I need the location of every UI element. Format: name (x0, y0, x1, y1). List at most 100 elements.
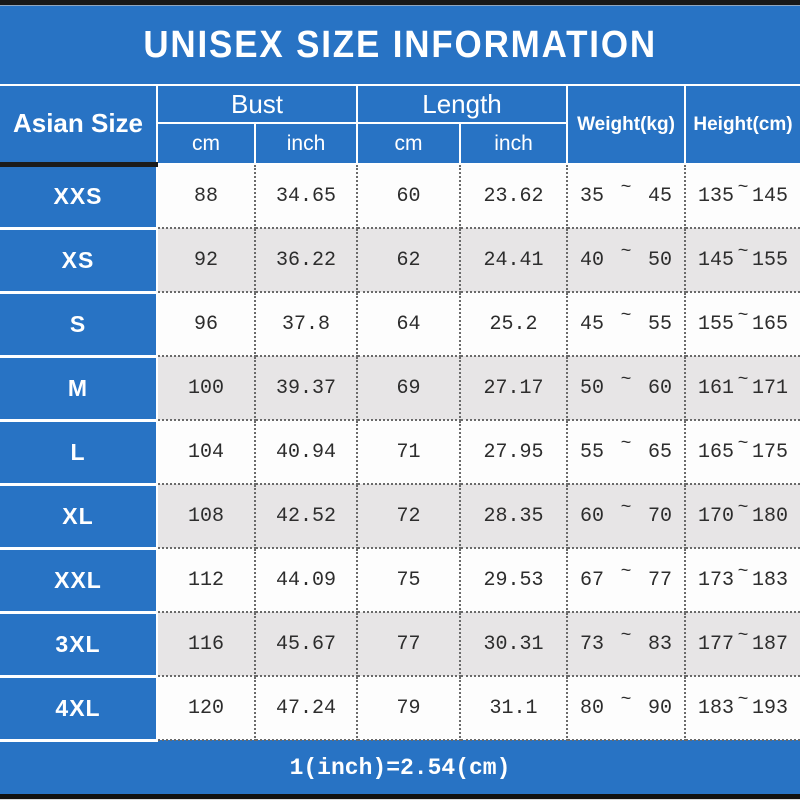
height-min: 170 (698, 504, 735, 528)
size-label-cell: XXL (0, 546, 158, 614)
size-label-cell: S (0, 290, 158, 358)
height-min: 177 (698, 632, 735, 656)
subheader-bust-inch: inch (254, 122, 358, 165)
page-title: UNISEX SIZE INFORMATION (143, 23, 657, 66)
weight-range-cell: 80 ~ 90 (567, 676, 686, 741)
weight-range: 40 ~ 50 (568, 242, 684, 272)
table-row: L 104 40.94 71 27.95 55 ~ 65 165 ~ 175 (0, 418, 800, 486)
weight-min: 35 (580, 184, 605, 208)
weight-range-cell: 40 ~ 50 (567, 228, 686, 293)
weight-range-cell: 73 ~ 83 (567, 612, 686, 677)
weight-min: 67 (580, 568, 605, 592)
size-label-cell: L (0, 418, 158, 486)
subheader-length-inch: inch (459, 122, 568, 165)
weight-max: 45 (647, 184, 672, 208)
header-group-row: Asian Size Bust Length Weight(kg) Height… (0, 84, 800, 167)
size-label-cell: 3XL (0, 610, 158, 678)
height-min: 173 (698, 568, 735, 592)
weight-max: 65 (647, 440, 672, 464)
weight-min: 55 (580, 440, 605, 464)
length-inch-cell: 29.53 (460, 548, 568, 613)
length-cm-cell: 71 (357, 420, 461, 485)
table-row: 4XL 120 47.24 79 31.1 80 ~ 90 183 ~ 193 (0, 674, 800, 742)
bust-inch-cell: 37.8 (255, 292, 358, 357)
height-range-cell: 161 ~ 171 (685, 356, 800, 421)
height-min: 183 (698, 696, 735, 720)
weight-max: 55 (647, 312, 672, 336)
bust-cm-cell: 120 (157, 676, 256, 741)
table-row: S 96 37.8 64 25.2 45 ~ 55 155 ~ 165 (0, 290, 800, 358)
weight-max: 83 (647, 632, 672, 656)
height-max: 175 (751, 440, 788, 464)
weight-max: 90 (647, 696, 672, 720)
tilde-separator: ~ (620, 242, 632, 262)
size-label-cell: 4XL (0, 674, 158, 742)
tilde-separator: ~ (737, 242, 749, 262)
weight-range: 67 ~ 77 (568, 562, 684, 592)
height-range-cell: 170 ~ 180 (685, 484, 800, 549)
tilde-separator: ~ (737, 178, 749, 198)
weight-max: 70 (647, 504, 672, 528)
tilde-separator: ~ (620, 498, 632, 518)
height-range: 135 ~ 145 (686, 178, 800, 208)
height-max: 193 (751, 696, 788, 720)
top-border-bar (0, 0, 800, 6)
tilde-separator: ~ (620, 434, 632, 454)
weight-range-cell: 67 ~ 77 (567, 548, 686, 613)
height-max: 171 (751, 376, 788, 400)
tilde-separator: ~ (737, 626, 749, 646)
bust-cm-cell: 100 (157, 356, 256, 421)
weight-range-cell: 35 ~ 45 (567, 164, 686, 229)
height-range-cell: 183 ~ 193 (685, 676, 800, 741)
size-label-cell: M (0, 354, 158, 422)
tilde-separator: ~ (737, 498, 749, 518)
height-min: 161 (698, 376, 735, 400)
bust-inch-cell: 45.67 (255, 612, 358, 677)
height-range: 155 ~ 165 (686, 306, 800, 336)
height-min: 165 (698, 440, 735, 464)
weight-range-cell: 45 ~ 55 (567, 292, 686, 357)
height-max: 165 (751, 312, 788, 336)
length-inch-cell: 28.35 (460, 484, 568, 549)
height-range-cell: 135 ~ 145 (685, 164, 800, 229)
table-row: XXL 112 44.09 75 29.53 67 ~ 77 173 ~ 183 (0, 546, 800, 614)
weight-max: 50 (647, 248, 672, 272)
table-row: M 100 39.37 69 27.17 50 ~ 60 161 ~ 171 (0, 354, 800, 422)
table-body: XXS 88 34.65 60 23.62 35 ~ 45 135 ~ 145 … (0, 162, 800, 742)
length-inch-cell: 25.2 (460, 292, 568, 357)
tilde-separator: ~ (620, 306, 632, 326)
length-cm-cell: 79 (357, 676, 461, 741)
length-inch-cell: 30.31 (460, 612, 568, 677)
weight-min: 73 (580, 632, 605, 656)
height-range-cell: 145 ~ 155 (685, 228, 800, 293)
bust-cm-cell: 108 (157, 484, 256, 549)
weight-range: 60 ~ 70 (568, 498, 684, 528)
column-header-height: Height(cm) (684, 84, 800, 165)
length-inch-cell: 31.1 (460, 676, 568, 741)
length-cm-cell: 77 (357, 612, 461, 677)
length-cm-cell: 72 (357, 484, 461, 549)
weight-range: 73 ~ 83 (568, 626, 684, 656)
bust-inch-cell: 44.09 (255, 548, 358, 613)
height-max: 180 (751, 504, 788, 528)
height-range: 145 ~ 155 (686, 242, 800, 272)
bust-inch-cell: 39.37 (255, 356, 358, 421)
table-row: XL 108 42.52 72 28.35 60 ~ 70 170 ~ 180 (0, 482, 800, 550)
tilde-separator: ~ (737, 434, 749, 454)
height-range: 173 ~ 183 (686, 562, 800, 592)
weight-min: 45 (580, 312, 605, 336)
height-max: 183 (751, 568, 788, 592)
bust-inch-cell: 47.24 (255, 676, 358, 741)
height-range: 177 ~ 187 (686, 626, 800, 656)
footer-band: 1(inch)=2.54(cm) (0, 741, 800, 794)
height-range: 183 ~ 193 (686, 690, 800, 720)
tilde-separator: ~ (620, 562, 632, 582)
column-group-length: Length (356, 84, 568, 124)
bust-cm-cell: 92 (157, 228, 256, 293)
height-range-cell: 173 ~ 183 (685, 548, 800, 613)
height-max: 187 (751, 632, 788, 656)
column-header-weight: Weight(kg) (566, 84, 686, 165)
weight-min: 80 (580, 696, 605, 720)
bust-inch-cell: 34.65 (255, 164, 358, 229)
